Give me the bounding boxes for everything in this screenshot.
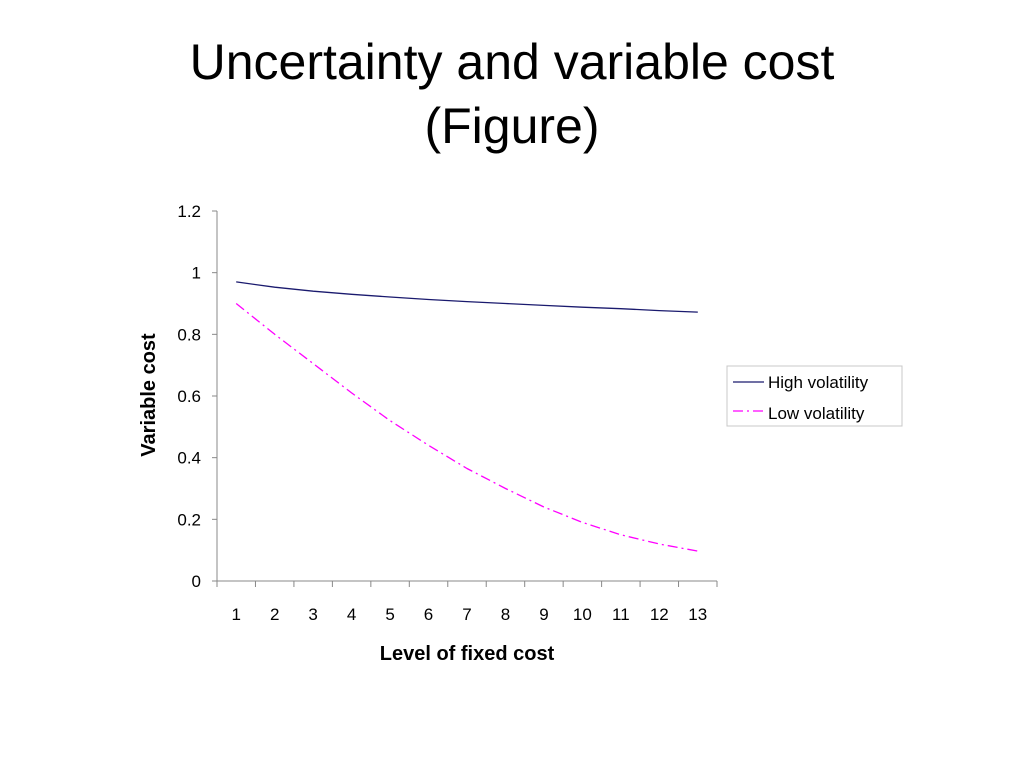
x-tick-label: 8 <box>501 605 510 624</box>
y-ticks: 0 0.2 0.4 0.6 0.8 1 1.2 <box>177 202 217 591</box>
x-tick-label: 11 <box>612 605 630 624</box>
y-tick-label: 1.2 <box>177 202 201 221</box>
legend-box <box>726 365 903 427</box>
slide-title-line-1: Uncertainty and variable cost <box>189 34 835 90</box>
x-tick-label: 12 <box>650 605 669 624</box>
y-tick-label: 0.2 <box>177 510 201 529</box>
legend-label-low-volatility: Low volatility <box>768 404 865 423</box>
x-tick-label: 6 <box>424 605 433 624</box>
x-tick-label: 13 <box>688 605 707 624</box>
y-axis: 0 0.2 0.4 0.6 0.8 1 1.2 <box>177 202 218 591</box>
y-tick-label: 1 <box>192 264 201 283</box>
x-tick-label: 1 <box>231 605 240 624</box>
x-tick-label: 7 <box>462 605 471 624</box>
x-ticks: 1 2 3 4 5 6 7 8 9 10 11 12 13 <box>216 581 718 624</box>
x-tick-label: 10 <box>573 605 592 624</box>
series-line-high-volatility <box>236 281 698 313</box>
y-tick-label: 0.6 <box>177 387 201 406</box>
x-tick-label: 5 <box>385 605 394 624</box>
series-group <box>235 281 698 552</box>
y-tick-label: 0.4 <box>177 449 201 468</box>
series-line-low-volatility <box>235 302 698 552</box>
x-tick-label: 2 <box>270 605 279 624</box>
slide-title-line-2: (Figure) <box>424 98 600 154</box>
legend: High volatility Low volatility <box>726 365 903 427</box>
x-axis-title: Level of fixed cost <box>380 643 555 665</box>
x-tick-label: 9 <box>539 605 548 624</box>
y-tick-label: 0 <box>192 572 201 591</box>
y-tick-label: 0.8 <box>177 325 201 344</box>
x-axis: 1 2 3 4 5 6 7 8 9 10 11 12 13 <box>216 580 718 624</box>
y-axis-title: Variable cost <box>138 333 160 457</box>
slide-title: Uncertainty and variable cost (Figure) <box>0 30 1024 158</box>
x-tick-label: 4 <box>347 605 356 624</box>
x-tick-label: 3 <box>308 605 317 624</box>
legend-label-high-volatility: High volatility <box>768 373 869 392</box>
